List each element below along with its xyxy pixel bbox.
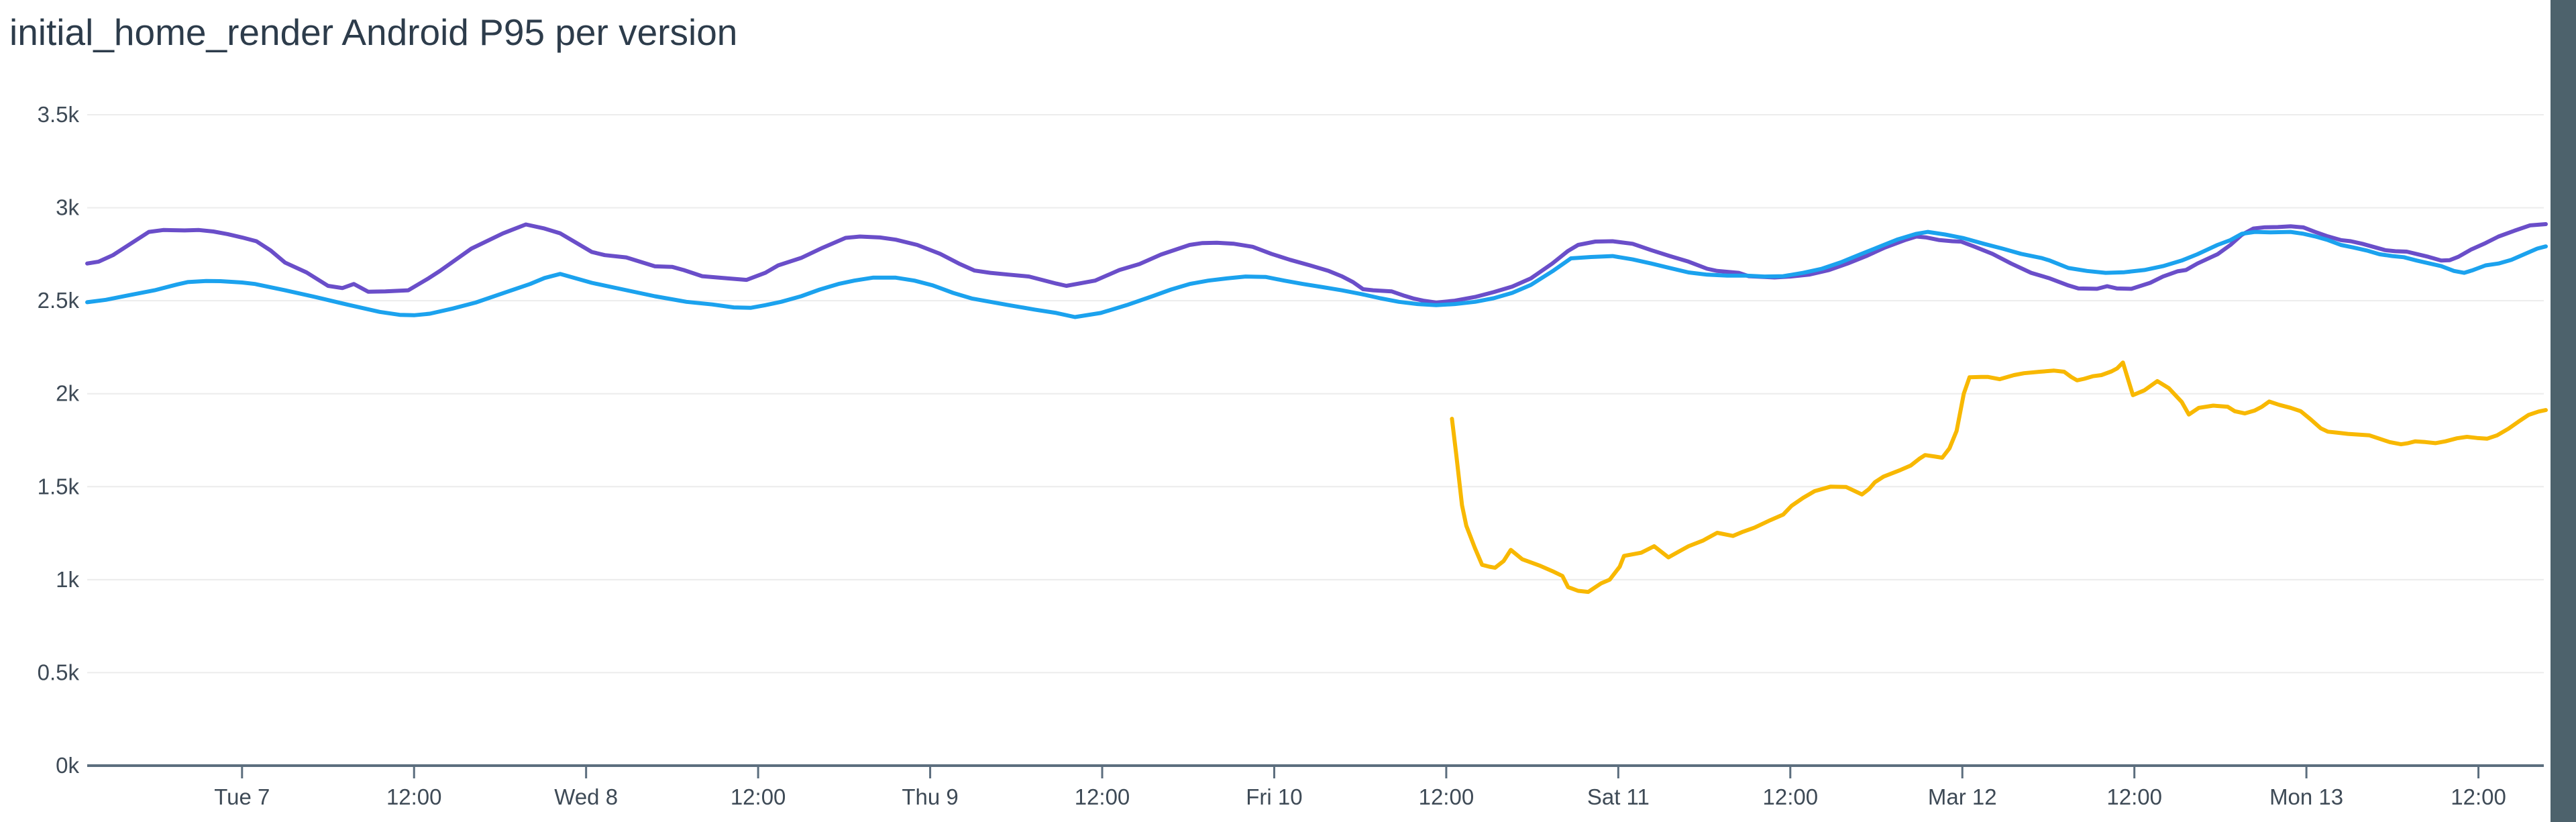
x-axis-tick-label: Wed 8: [554, 784, 618, 809]
y-axis-tick-label: 1.5k: [38, 474, 80, 499]
y-axis-tick-label: 2k: [56, 381, 79, 406]
y-axis-tick-label: 1k: [56, 567, 79, 592]
x-axis-tick-label: Tue 7: [214, 784, 270, 809]
x-axis-tick-label: 12:00: [2106, 784, 2162, 809]
series-blue-line: [85, 229, 2548, 319]
x-axis-tick-label: 12:00: [1075, 784, 1130, 809]
x-axis-tick-label: 12:00: [386, 784, 442, 809]
y-axis-tick-label: 0.5k: [38, 660, 80, 684]
x-axis-tick-label: Sat 11: [1587, 784, 1650, 809]
series-yellow-line: [1450, 360, 2548, 595]
x-axis-tick-label: 12:00: [1762, 784, 1818, 809]
y-axis-tick-label: 2.5k: [38, 288, 80, 313]
y-axis-tick-label: 0k: [56, 753, 79, 778]
chart-title: initial_home_render Android P95 per vers…: [9, 11, 738, 53]
x-axis-tick-label: 12:00: [1419, 784, 1474, 809]
right-panel-edge: [2551, 0, 2576, 822]
x-axis-tick-label: 12:00: [2451, 784, 2506, 809]
y-axis-tick-label: 3k: [56, 195, 79, 220]
x-axis-tick-label: 12:00: [731, 784, 786, 809]
x-axis-tick-label: Thu 9: [902, 784, 958, 809]
x-axis-tick-label: Mon 13: [2269, 784, 2343, 809]
y-axis-tick-label: 3.5k: [38, 102, 80, 127]
x-axis-tick-label: Fri 10: [1246, 784, 1302, 809]
series-purple-line: [85, 222, 2548, 305]
x-axis-tick-label: Mar 12: [1928, 784, 1997, 809]
